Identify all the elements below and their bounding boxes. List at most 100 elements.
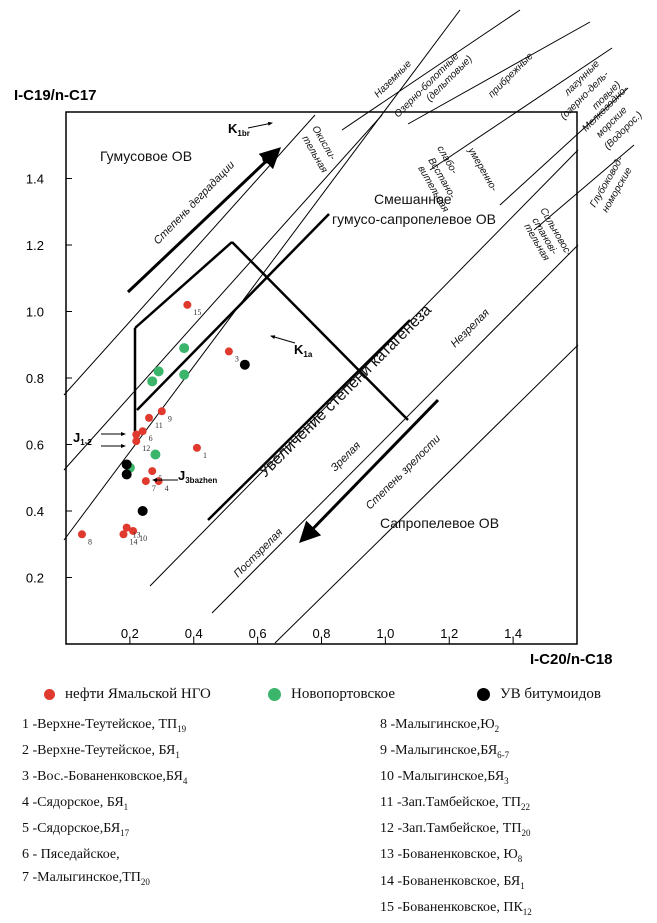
field-list-item: 7 -Малыгинское,ТП20 xyxy=(22,869,150,887)
x-tick-label: 0.4 xyxy=(185,626,203,641)
field-list-item: 6 - Пяседайское, xyxy=(22,847,120,863)
data-point-label: 15 xyxy=(193,308,201,317)
data-point-label: 9 xyxy=(168,414,172,423)
maturity-arrow xyxy=(299,398,440,544)
y-tick-label: 0.6 xyxy=(26,438,44,453)
field-list-item: 11 -Зап.Тамбейское, ТП22 xyxy=(380,795,530,813)
field-list-item: 4 -Сядорское, БЯ1 xyxy=(22,795,129,813)
env-line-9 xyxy=(429,47,613,171)
axis-ticks: 0.2 0.4 0.6 0.8 1.0 1.2 1.4 0.2 0.4 0.6 0.8 1.0 1.2 1… xyxy=(26,172,522,644)
env-line-2 xyxy=(63,114,383,471)
data-point xyxy=(157,407,166,416)
data-point xyxy=(150,449,161,460)
env-line-11 xyxy=(533,144,635,231)
data-point-label: 4 xyxy=(165,484,169,493)
data-point xyxy=(183,300,192,309)
field-list-item: 3 -Вос.-Бованенковское,БЯ4 xyxy=(22,769,188,786)
x-tick-label: 0.2 xyxy=(121,626,139,641)
data-point xyxy=(119,530,128,539)
data-point xyxy=(122,523,131,532)
data-point xyxy=(153,366,164,377)
mature-label: Зрелая xyxy=(329,440,364,475)
x-tick-label: 1.2 xyxy=(440,626,458,641)
label-k1br: K1br xyxy=(228,121,250,138)
x-tick-label: 1.0 xyxy=(376,626,394,641)
label-k1a: K1a xyxy=(294,342,313,359)
data-point xyxy=(138,427,147,436)
scatter-chart: 0.2 0.4 0.6 0.8 1.0 1.2 1.4 0.2 0.4 0.6 0.8 1.0 1.2 1… xyxy=(14,9,645,668)
x-tick-label: 1.4 xyxy=(504,626,522,641)
humus-label: Гумусовое ОВ xyxy=(100,148,192,164)
moderate-label: умеренно- xyxy=(465,145,500,194)
data-point xyxy=(147,376,158,387)
field-list-item: 12 -Зап.Тамбейское, ТП20 xyxy=(380,821,531,839)
data-point-label: 5 xyxy=(158,474,162,483)
postmature-label: Постзрелая xyxy=(232,526,286,580)
data-point xyxy=(192,443,201,452)
bitumen-pointer-arrows xyxy=(101,121,296,482)
env-line-8 xyxy=(407,21,591,125)
env-line-6 xyxy=(274,344,579,644)
legend-marker-bitumen xyxy=(477,688,490,701)
data-point-label: 8 xyxy=(88,537,92,546)
field-list-item: 10 -Малыгинское,БЯ3 xyxy=(380,769,509,786)
data-point-label: 13 xyxy=(133,531,141,540)
env-lake-1: Озерно-болотные xyxy=(392,50,462,120)
data-point-label: 6 xyxy=(149,434,153,443)
data-point xyxy=(132,437,141,446)
env-coastal: прибрежные xyxy=(486,50,536,100)
data-points xyxy=(77,153,273,539)
data-point-label: 7 xyxy=(152,484,156,493)
x-axis-label: I-C20/n-C18 xyxy=(530,651,613,668)
immature-label: Незрелая xyxy=(449,307,492,350)
data-point xyxy=(77,530,86,539)
field-list-item: 9 -Малыгинское,БЯ6-7 xyxy=(380,743,510,760)
y-tick-label: 1.0 xyxy=(26,305,44,320)
data-point xyxy=(121,469,132,480)
y-tick-label: 1.2 xyxy=(26,238,44,253)
environment-lines xyxy=(63,9,635,644)
data-point xyxy=(129,526,138,535)
data-point-label: 3 xyxy=(235,354,239,363)
legend-label-yamal: нефти Ямальской НГО xyxy=(65,686,211,702)
data-point xyxy=(145,413,154,422)
field-list-item: 8 -Малыгинское,Ю2 xyxy=(380,717,500,734)
y-tick-label: 0.8 xyxy=(26,371,44,386)
legend-label-novoport: Новопортовское xyxy=(291,686,396,702)
x-tick-label: 0.8 xyxy=(312,626,330,641)
data-point xyxy=(262,153,273,164)
maturity-zone-lines xyxy=(133,213,411,521)
field-list-item: 5 -Сядорское,БЯ17 xyxy=(22,821,130,839)
y-tick-label: 0.2 xyxy=(26,571,44,586)
legend-label-bitumen: УВ битумоидов xyxy=(500,686,601,702)
field-list-right: 8 -Малыгинское,Ю2 9 -Малыгинское,БЯ6-7 10 … xyxy=(380,714,532,923)
env-line-10 xyxy=(499,87,629,206)
env-line-7 xyxy=(341,9,521,131)
maturity-label: Степень зрелости xyxy=(364,433,443,512)
data-point xyxy=(141,477,150,486)
data-point xyxy=(121,459,132,470)
region-annotations: Гумусовое ОВ Смешанное гумусо-сапропелев… xyxy=(100,50,645,580)
data-point-label: 11 xyxy=(155,421,163,430)
env-line-4 xyxy=(149,149,579,587)
data-point-label: 10 xyxy=(139,534,147,543)
label-j12: J1-2 xyxy=(73,430,92,447)
field-list-item: 14 -Бованенковское, БЯ1 xyxy=(380,873,525,891)
data-point-label: 12 xyxy=(142,444,150,453)
trend-arrows xyxy=(126,147,440,544)
sapro-label: Сапропелевое ОВ xyxy=(380,515,499,531)
degradation-label: Степень деградации xyxy=(152,159,238,247)
mixed-label-1: Смешанное xyxy=(374,191,452,207)
data-point xyxy=(239,359,250,370)
data-point xyxy=(132,430,141,439)
y-tick-label: 0.4 xyxy=(26,504,44,519)
legend: нефти Ямальской НГО Новопортовское УВ би… xyxy=(0,686,657,710)
y-tick-label: 1.4 xyxy=(26,172,44,187)
legend-marker-novoport xyxy=(268,688,281,701)
y-axis-label: I-C19/n-C17 xyxy=(14,87,97,104)
data-point-label: 1 xyxy=(203,451,207,460)
legend-item-bitumen: УВ битумоидов xyxy=(477,686,601,703)
data-point xyxy=(137,506,148,516)
mixed-label-2: гумусо-сапропелевое ОВ xyxy=(332,211,496,227)
